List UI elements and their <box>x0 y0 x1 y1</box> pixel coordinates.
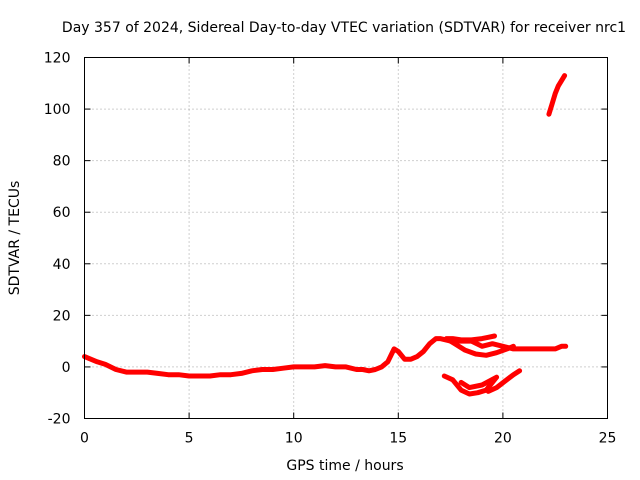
y-tick-label: 0 <box>62 360 71 376</box>
tick-labels: 0 5 10 15 20 25 -20 0 20 40 60 80 100 120 <box>44 51 617 447</box>
y-axis-label: SDTVAR / TECUs <box>7 181 23 296</box>
x-tick-label: 0 <box>80 431 89 447</box>
x-tick-label: 25 <box>599 431 617 447</box>
plot-frame <box>84 57 608 419</box>
series-line-main-trace <box>82 336 569 379</box>
y-tick-label: 60 <box>53 205 71 221</box>
x-axis-label: GPS time / hours <box>286 458 403 474</box>
series-line-loop-trace <box>443 333 516 358</box>
y-tick-label: 100 <box>44 102 71 118</box>
x-tick-label: 15 <box>389 431 407 447</box>
series-line-high-trace <box>546 73 568 117</box>
y-tick-label: 80 <box>53 154 71 170</box>
y-tick-label: -20 <box>48 412 71 428</box>
y-tick-label: 40 <box>53 257 71 273</box>
y-tick-label: 20 <box>53 308 71 324</box>
x-tick-label: 10 <box>285 431 303 447</box>
grid <box>84 57 608 419</box>
series-line-low-trace-2 <box>485 368 523 394</box>
data-series <box>82 73 569 397</box>
x-tick-label: 20 <box>494 431 512 447</box>
x-tick-label: 5 <box>185 431 194 447</box>
y-tick-label: 120 <box>44 51 71 67</box>
chart-title: Day 357 of 2024, Sidereal Day-to-day VTE… <box>62 20 626 36</box>
